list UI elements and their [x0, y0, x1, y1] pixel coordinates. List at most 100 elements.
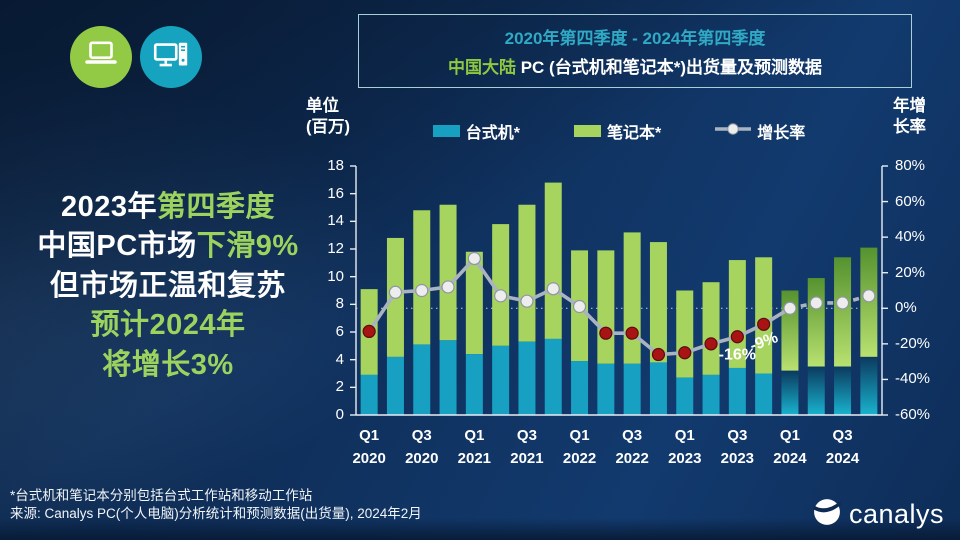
bar-desktop	[518, 341, 536, 415]
x-axis-label: Q1 2020	[352, 427, 386, 467]
bar-desktop	[439, 340, 457, 415]
laptop-icon	[80, 34, 122, 81]
desktop-swatch-icon	[432, 125, 460, 137]
growth-marker	[520, 294, 534, 308]
growth-marker	[730, 330, 744, 344]
bar-notebook	[702, 282, 720, 375]
growth-marker	[494, 289, 508, 303]
growth-marker	[704, 337, 718, 351]
growth-marker	[441, 280, 455, 294]
bar-desktop	[492, 345, 510, 415]
growth-annotation: -16%	[719, 347, 756, 364]
message-line-3: 但市场正温和复苏	[49, 269, 286, 302]
title-date-range: 2020年第四季度 - 2024年第四季度	[504, 29, 766, 48]
bar-notebook	[623, 232, 641, 364]
title-region: 中国大陆	[448, 58, 516, 77]
footnote-source: 来源: Canalys PC(个人电脑)分析统计和预测数据(出货量), 2024…	[10, 506, 422, 522]
bar-notebook	[465, 251, 483, 355]
bar-notebook	[807, 278, 825, 367]
key-message: 2023年第四季度 中国PC市场下滑9% 但市场正温和复苏 预计2024年 将增…	[0, 188, 336, 385]
left-axis-title: 单位 (百万)	[306, 97, 350, 137]
bar-desktop	[544, 338, 562, 415]
x-axis-label: Q3 2024	[825, 427, 860, 467]
bar-desktop	[465, 354, 483, 415]
bar-notebook	[649, 242, 667, 363]
footnotes: *台式机和笔记本分别包括台式工作站和移动工作站 来源: Canalys PC(个…	[10, 487, 422, 523]
desktop-pc-icon	[150, 34, 192, 81]
bar-notebook	[413, 210, 431, 345]
desktop-badge	[140, 26, 202, 88]
message-line-4: 预计2024年	[90, 309, 246, 342]
bar-desktop	[571, 361, 589, 415]
growth-marker	[651, 347, 666, 362]
y-axis-tick-left: 18	[327, 157, 344, 174]
y-axis-tick-right: 80%	[895, 157, 926, 174]
bar-notebook	[492, 224, 510, 346]
bar-desktop	[360, 374, 378, 415]
x-axis-label: Q3 2022	[615, 427, 649, 467]
growth-marker	[835, 296, 850, 310]
x-axis-label: Q1 2023	[668, 427, 702, 467]
legend: 台式机* 笔记本* 增长率	[356, 119, 882, 143]
x-axis-label: Q3 2020	[405, 427, 439, 467]
legend-item-growth: 增长率	[715, 119, 805, 143]
bar-notebook	[518, 204, 536, 342]
message-line-1: 2023年第四季度	[60, 191, 276, 223]
growth-marker	[757, 317, 771, 331]
right-axis-title: 年增 长率	[893, 97, 926, 137]
growth-marker	[678, 346, 692, 360]
legend-item-notebook: 笔记本*	[573, 119, 662, 143]
bar-desktop	[755, 373, 773, 415]
legend-notebook-label: 笔记本*	[606, 125, 662, 142]
bar-desktop	[702, 374, 720, 415]
bar-desktop	[413, 344, 431, 415]
y-axis-tick-right: -20%	[895, 334, 931, 352]
bar-desktop	[676, 377, 694, 415]
x-axis-label: Q3 2021	[510, 427, 544, 467]
y-axis-tick-right: 40%	[895, 228, 926, 246]
x-axis-label: Q1 2021	[457, 427, 492, 467]
growth-annotation: -9%	[748, 329, 781, 355]
chart-plot: -16%-9%	[350, 165, 888, 416]
y-axis-tick-left: 0	[335, 406, 344, 423]
bar-desktop	[834, 366, 852, 415]
title-rest: PC (台式机和笔记本*)出货量及预测数据	[516, 58, 822, 77]
canalys-logo-text: canalys	[848, 499, 944, 529]
bar-desktop	[649, 362, 667, 415]
y-axis-tick-right: 20%	[895, 263, 926, 281]
message-line-5: 将增长3%	[102, 348, 234, 381]
growth-marker	[599, 326, 613, 340]
growth-marker	[467, 251, 481, 266]
growth-line-icon	[715, 122, 752, 141]
growth-marker	[415, 283, 429, 298]
x-axis-label: Q3 2023	[720, 427, 755, 467]
notebook-swatch-icon	[573, 125, 601, 137]
bar-desktop	[781, 370, 799, 415]
footnote-definition: *台式机和笔记本分别包括台式工作站和移动工作站	[10, 488, 313, 503]
growth-marker	[625, 326, 639, 340]
y-axis-tick-right: 60%	[895, 192, 926, 210]
bar-desktop	[807, 366, 825, 415]
bar-notebook	[439, 204, 457, 341]
growth-marker	[546, 282, 560, 296]
growth-marker	[783, 301, 797, 315]
bar-notebook	[597, 250, 615, 364]
canalys-logo-icon	[812, 497, 842, 532]
bar-desktop	[728, 367, 746, 415]
bar-desktop	[860, 356, 878, 415]
growth-line	[472, 257, 503, 297]
chart-title: 中国大陆 PC (台式机和笔记本*)出货量及预测数据	[359, 53, 911, 78]
y-axis-tick-right: -60%	[895, 406, 931, 423]
growth-line	[367, 291, 397, 333]
bar-notebook	[676, 290, 694, 378]
bar-desktop	[386, 356, 404, 415]
message-line-2: 中国PC市场下滑9%	[37, 230, 299, 263]
chart-title-box: 2020年第四季度 - 2024年第四季度 中国大陆 PC (台式机和笔记本*)…	[358, 14, 912, 88]
legend-growth-label: 增长率	[757, 125, 806, 142]
bar-desktop	[597, 363, 615, 415]
growth-marker	[862, 289, 876, 303]
growth-marker	[362, 324, 376, 339]
legend-desktop-label: 台式机*	[465, 125, 520, 142]
bar-notebook	[544, 182, 562, 339]
legend-item-desktop: 台式机*	[432, 119, 520, 143]
